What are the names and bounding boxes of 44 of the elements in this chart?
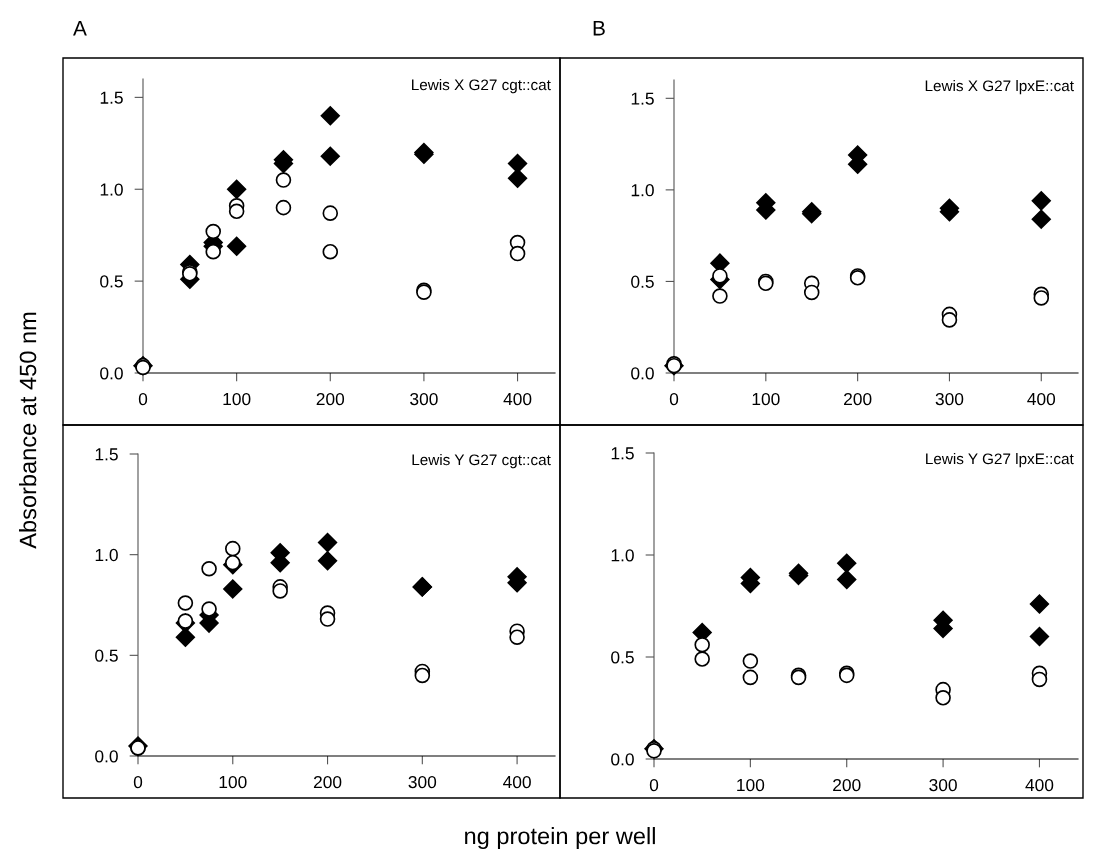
y-tick-label: 0.5 bbox=[95, 649, 118, 662]
y-tick-label: 0.5 bbox=[631, 275, 654, 288]
x-tick-label: 0 bbox=[649, 778, 659, 792]
x-tick-label: 100 bbox=[219, 775, 247, 789]
y-tick-label: 0.0 bbox=[100, 367, 123, 380]
text: A bbox=[73, 21, 87, 36]
x-tick-label: 200 bbox=[313, 775, 342, 789]
y-tick-label: 1.0 bbox=[611, 549, 634, 562]
y-tick-label: 0.0 bbox=[95, 750, 118, 763]
y-tick-label: 0.5 bbox=[611, 651, 634, 664]
x-tick-label: 0 bbox=[133, 775, 143, 789]
x-tick-label: 300 bbox=[410, 392, 438, 406]
y-tick-label: 0.5 bbox=[100, 275, 123, 288]
text: B bbox=[593, 21, 605, 36]
chart-title: Lewis X G27 lpxE::cat bbox=[925, 80, 1074, 95]
x-tick-label: 0 bbox=[669, 392, 679, 406]
x-tick-label: 300 bbox=[408, 775, 437, 789]
x-tick-label: 400 bbox=[503, 775, 531, 789]
y-tick-label: 1.0 bbox=[100, 183, 123, 196]
y-tick-label: 1.5 bbox=[100, 91, 123, 104]
chart-title: Lewis X G27 cgt::cat bbox=[412, 79, 551, 94]
x-tick-label: 400 bbox=[1027, 392, 1056, 406]
y-tick-label: 1.0 bbox=[631, 184, 654, 197]
x-tick-label: 300 bbox=[935, 392, 964, 406]
x-tick-label: 200 bbox=[316, 392, 345, 406]
x-tick-label: 400 bbox=[503, 392, 532, 406]
x-axis-title: ng protein per well bbox=[465, 826, 655, 850]
y-tick-label: 1.0 bbox=[95, 548, 118, 562]
x-tick-label: 400 bbox=[1025, 778, 1054, 792]
chart-title: Lewis Y G27 lpxE::cat bbox=[926, 453, 1074, 468]
y-tick-label: 0.0 bbox=[631, 367, 654, 380]
y-tick-label: 1.5 bbox=[631, 92, 654, 105]
x-tick-label: 200 bbox=[833, 778, 861, 792]
x-tick-label: 100 bbox=[737, 778, 765, 792]
chart-title: Lewis Y G27 cgt::cat bbox=[412, 454, 551, 469]
x-tick-label: 0 bbox=[138, 392, 148, 406]
x-tick-label: 200 bbox=[844, 392, 872, 406]
y-tick-label: 1.5 bbox=[611, 447, 634, 460]
y-tick-label: 1.5 bbox=[95, 448, 118, 461]
y-axis-title: Absorbance at 450 nm bbox=[19, 312, 37, 549]
x-tick-label: 100 bbox=[752, 392, 780, 406]
x-tick-label: 300 bbox=[929, 778, 957, 792]
y-tick-label: 0.0 bbox=[611, 753, 634, 766]
x-tick-label: 100 bbox=[223, 392, 251, 406]
